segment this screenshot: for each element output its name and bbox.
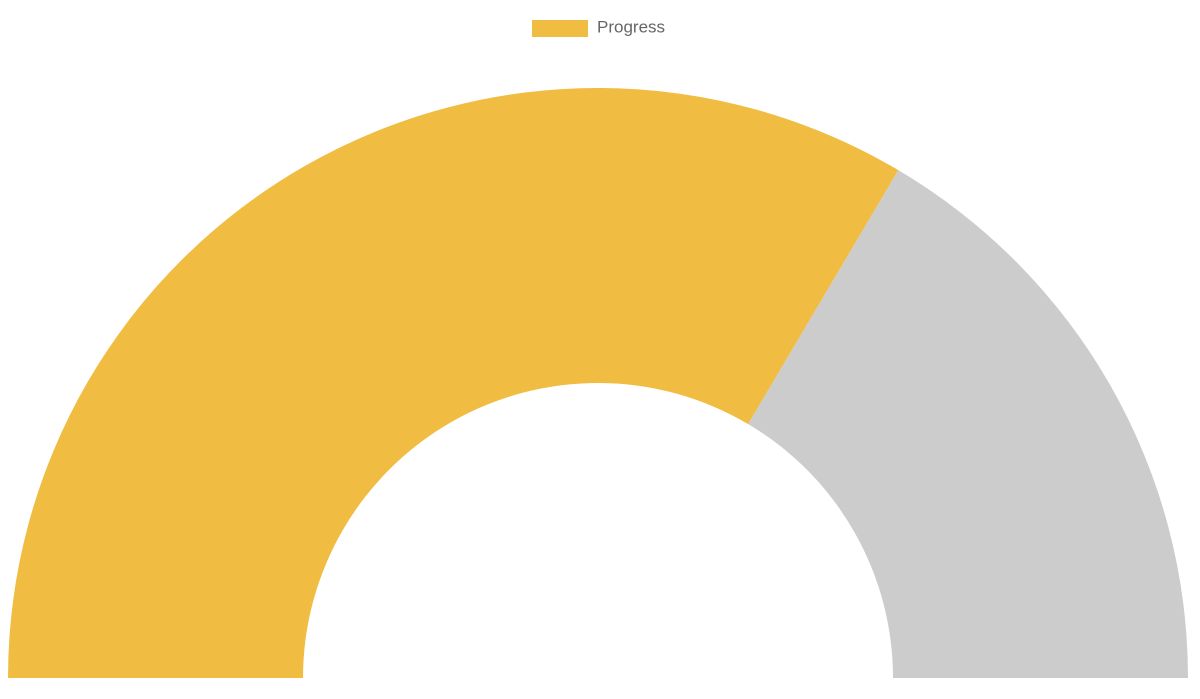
gauge-segment [8, 88, 899, 678]
legend-swatch[interactable] [532, 20, 588, 37]
gauge-segment [748, 170, 1188, 678]
legend-label[interactable]: Progress [597, 17, 665, 36]
